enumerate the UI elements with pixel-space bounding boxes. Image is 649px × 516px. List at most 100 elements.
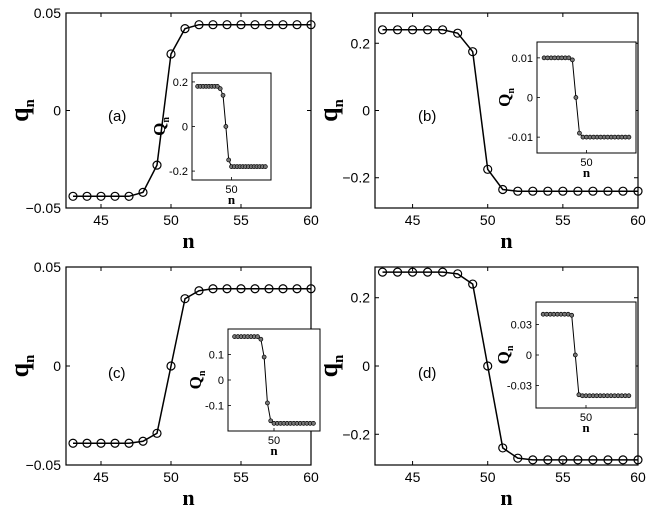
data-point [513, 453, 523, 463]
data-point [407, 267, 418, 277]
inset-frame [536, 41, 637, 154]
series-line [382, 271, 638, 461]
y-tick-label: 0.2 [351, 35, 371, 51]
data-point [68, 191, 78, 201]
inset-x-tick-label: 50 [268, 435, 280, 447]
inset-y-axis-label-subscript: n [506, 88, 517, 94]
inset-y-tick-label: -0.01 [508, 132, 533, 144]
inset-y-axis-label-main: Q [150, 123, 169, 136]
x-tick-label: 50 [480, 469, 496, 485]
inset-y-axis-label: Qn [495, 88, 517, 107]
data-point [138, 436, 148, 446]
inset-data-point [572, 352, 578, 358]
inset-y-axis-label: Qn [494, 345, 516, 364]
inset-y-axis-label-subscript: n [505, 345, 516, 351]
inset-data-point [268, 418, 274, 424]
y-axis-label-main: q [5, 362, 34, 377]
data-point [222, 20, 232, 30]
data-point [603, 186, 613, 196]
data-point [498, 184, 508, 195]
inset-y-tick-label: 0 [526, 350, 532, 362]
inset-y-tick-label: 0.01 [512, 53, 533, 65]
data-point [468, 279, 478, 289]
data-point [407, 25, 418, 35]
y-axis-label-subscript: n [331, 98, 347, 107]
inset-y-axis-label-main: Q [186, 376, 205, 389]
inset-data-point [265, 400, 270, 406]
inset-x-axis-label: n [228, 192, 236, 207]
inset-data-point [263, 164, 268, 169]
data-point [543, 186, 553, 196]
data-point [306, 20, 316, 30]
inset-y-axis-label: Qn [150, 117, 172, 136]
x-tick-label: 60 [630, 469, 646, 485]
y-axis-label-main: q [314, 107, 343, 122]
data-point [513, 186, 523, 196]
inset-data-point [626, 134, 632, 140]
inset-data-point [311, 421, 316, 426]
y-tick-label: −0.05 [26, 457, 62, 473]
y-tick-label: 0 [53, 103, 61, 119]
x-tick-label: 50 [163, 212, 179, 228]
data-point [250, 284, 260, 294]
data-point [222, 284, 232, 294]
inset-data-point [577, 130, 582, 136]
data-point [588, 455, 598, 465]
x-tick-label: 45 [93, 469, 109, 485]
data-point [152, 160, 162, 170]
data-point [633, 455, 643, 465]
data-point [152, 428, 162, 438]
data-point [82, 191, 92, 201]
inset-data-point [261, 354, 267, 360]
y-axis-label: qn [314, 98, 347, 121]
y-tick-label: −0.2 [342, 170, 370, 186]
x-tick-label: 55 [233, 212, 249, 228]
plot-frame [65, 12, 312, 209]
data-point [208, 284, 218, 294]
data-point [573, 186, 583, 196]
y-tick-label: 0.2 [351, 290, 371, 306]
x-tick-label: 50 [480, 212, 496, 228]
y-axis-label-main: q [314, 362, 343, 377]
inset-x-axis-label: n [582, 420, 590, 435]
data-point [124, 191, 134, 201]
data-point [292, 20, 302, 30]
y-tick-label: −0.2 [342, 426, 370, 442]
x-tick-label: 45 [405, 469, 421, 485]
data-point [377, 25, 388, 35]
data-point [468, 47, 478, 57]
series-line [73, 23, 311, 198]
data-point [618, 186, 628, 196]
data-point [264, 20, 274, 30]
y-tick-label: 0 [362, 358, 370, 374]
x-tick-label: 60 [630, 212, 646, 228]
inset-frame [191, 72, 272, 181]
inset-data-point [220, 92, 226, 98]
x-tick-label: 60 [303, 212, 319, 228]
x-axis-label: n [182, 228, 194, 253]
data-point [110, 438, 120, 448]
x-axis-label: n [500, 228, 512, 253]
inset-data-point [255, 334, 260, 339]
data-point [377, 267, 388, 277]
x-tick-label: 55 [233, 469, 249, 485]
data-point [110, 191, 120, 201]
inset-data-point [569, 312, 575, 318]
data-point [194, 20, 204, 30]
data-point [573, 455, 583, 465]
data-point [498, 443, 508, 453]
data-point [528, 186, 538, 196]
data-point [138, 187, 148, 197]
x-tick-label: 45 [405, 212, 421, 228]
inset-data-point [258, 336, 264, 342]
inset-data-point [226, 157, 232, 163]
data-point [453, 28, 463, 38]
inset-y-tick-label: 0 [527, 93, 533, 105]
inset-y-axis-label-main: Q [494, 351, 513, 364]
